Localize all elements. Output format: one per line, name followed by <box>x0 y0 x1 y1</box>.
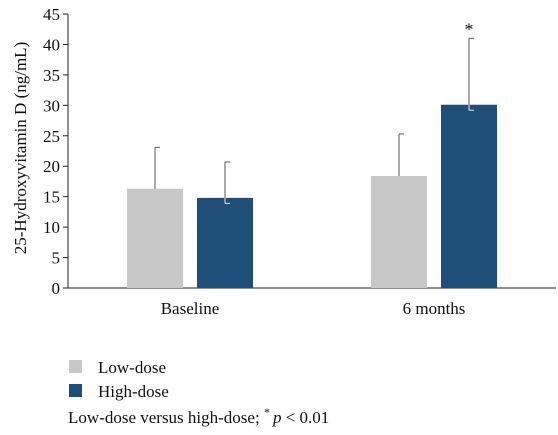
y-tick-label: 35 <box>43 66 60 85</box>
bar-low-dose-6-months <box>371 175 427 288</box>
x-tick-label-baseline: Baseline <box>161 299 220 318</box>
x-axis: Baseline 6 months <box>68 287 556 318</box>
legend-swatch-low-dose <box>69 360 82 373</box>
error-bars <box>154 37 474 204</box>
y-axis-label: 25-Hydroxyvitamin D (ng/mL) <box>11 42 30 254</box>
y-tick-label: 5 <box>52 249 61 268</box>
bar-low-dose-baseline <box>127 188 183 288</box>
legend-label-low-dose: Low-dose <box>98 358 166 377</box>
annotations: * <box>465 19 474 39</box>
footnote-prefix: Low-dose versus high-dose; <box>68 408 264 427</box>
footnote-star: * <box>264 405 270 419</box>
y-tick-label: 40 <box>43 35 60 54</box>
footnote: Low-dose versus high-dose; * p < 0.01 <box>68 405 329 427</box>
y-tick-label: 15 <box>43 188 60 207</box>
x-tick-label-6-months: 6 months <box>403 299 466 318</box>
legend-label-high-dose: High-dose <box>98 382 169 401</box>
y-tick-label: 20 <box>43 157 60 176</box>
footnote-p: p <box>272 408 282 427</box>
y-tick-label: 10 <box>43 218 60 237</box>
significance-star: * <box>465 19 474 39</box>
y-tick-label: 25 <box>43 127 60 146</box>
bars <box>127 104 497 288</box>
y-tick-label: 30 <box>43 96 60 115</box>
bar-high-dose-baseline <box>197 197 253 288</box>
bar-high-dose-6-months <box>441 104 497 288</box>
legend-swatch-high-dose <box>69 384 82 397</box>
footnote-rest: < 0.01 <box>281 408 329 427</box>
y-axis: 0 5 10 15 20 25 30 35 40 45 <box>43 5 69 298</box>
legend: Low-dose High-dose <box>69 358 169 401</box>
y-tick-label: 45 <box>43 5 60 24</box>
y-tick-label: 0 <box>52 279 61 298</box>
